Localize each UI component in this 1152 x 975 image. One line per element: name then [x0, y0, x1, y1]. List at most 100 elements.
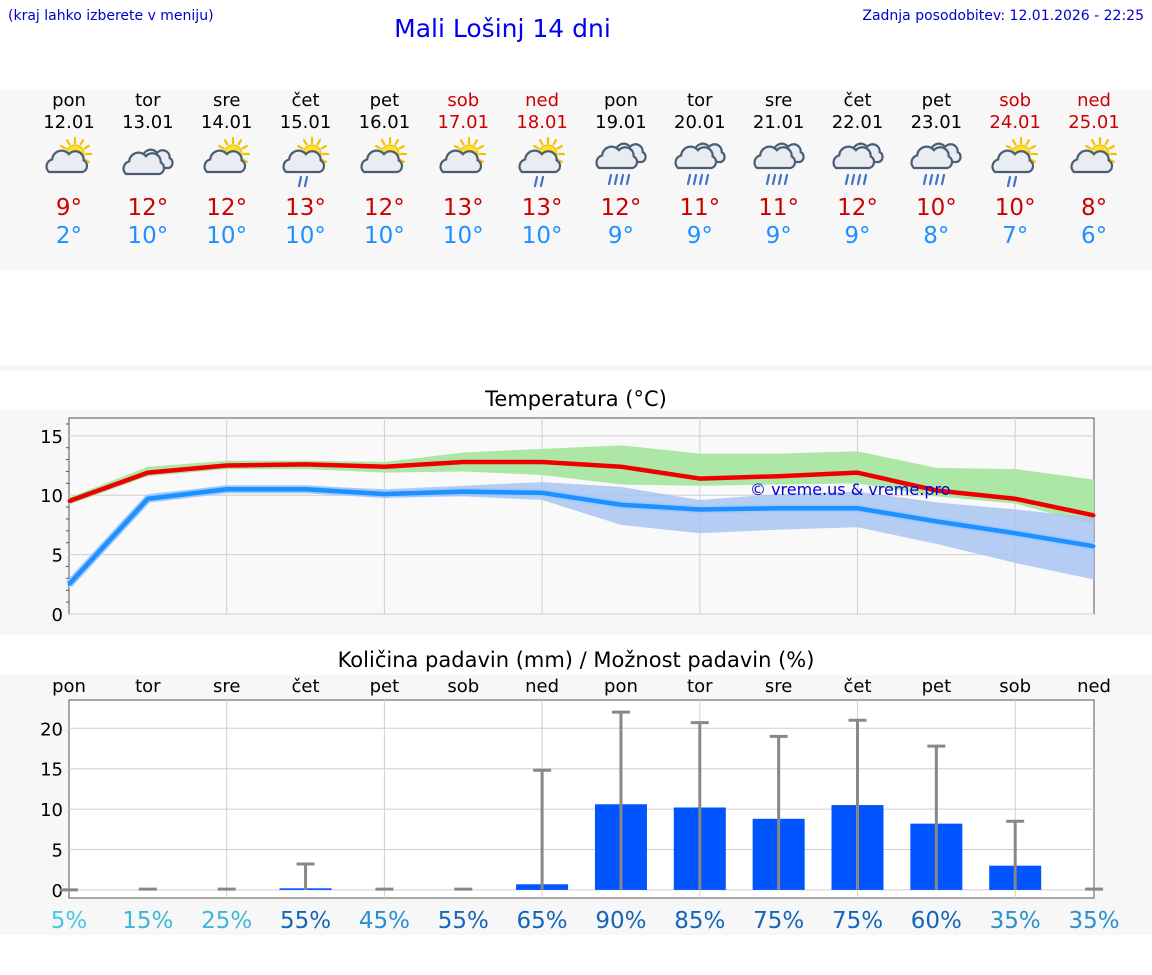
last-updated: Zadnja posodobitev: 12.01.2026 - 22:25: [862, 8, 1144, 24]
temperature-chart: 0 5 10 15 © vreme.us & vreme.pro: [40, 417, 1096, 626]
day-name: pon: [604, 90, 638, 111]
temp-min: 10°: [364, 223, 405, 249]
rain-drop: [303, 175, 308, 188]
forecast-day: pet 16.01 12° 10°: [345, 90, 423, 250]
rain-drop: [607, 173, 613, 186]
cloud-shape: [203, 149, 246, 174]
sun-ray: [241, 144, 248, 150]
weekday-label: sob: [999, 676, 1031, 697]
forecast-day: čet 15.01 13° 10°: [267, 90, 345, 250]
forecast-day: tor 13.01 12° 10°: [109, 90, 187, 250]
temp-min: 7°: [1002, 223, 1029, 249]
day-date: 17.01: [437, 112, 490, 133]
rain-drop: [533, 175, 539, 188]
min-temperature-line: [67, 487, 1095, 586]
temperature-chart-title: Temperatura (°C): [485, 387, 667, 411]
forecast-day: čet 22.01 12° 9°: [819, 90, 897, 250]
cloud-shape: [753, 145, 796, 170]
sun-ray: [477, 158, 485, 164]
sun-cloud-icon: [45, 136, 93, 174]
day-name: pet: [369, 90, 400, 111]
cloud-shape: [45, 149, 89, 174]
sun-ray: [473, 139, 479, 146]
max-point: [382, 465, 386, 469]
sun-ray: [65, 139, 71, 146]
temp-max: 9°: [55, 195, 83, 221]
sun-ray: [460, 139, 465, 146]
rain-drop: [539, 175, 545, 188]
max-point: [540, 460, 544, 464]
day-name: ned: [525, 90, 560, 111]
forecast-day: ned 18.01 13° 10°: [503, 90, 581, 250]
day-date: 12.01: [43, 112, 95, 133]
day-name: sob: [447, 90, 480, 111]
precip-probability: 65%: [517, 908, 568, 934]
temp-max: 8°: [1080, 195, 1108, 221]
sun-ray: [1029, 144, 1037, 150]
temp-max: 12°: [837, 195, 878, 221]
sun-ray: [1108, 158, 1116, 164]
min-point: [777, 506, 781, 510]
forecast-day: tor 20.01 11° 9°: [661, 90, 739, 250]
rain-drop: [777, 173, 782, 186]
rain-drop: [297, 175, 302, 188]
weekday-label: pon: [52, 676, 86, 697]
max-point: [856, 471, 859, 475]
temp-max: 13°: [521, 195, 563, 221]
rain-drop: [935, 173, 940, 186]
day-date: 21.01: [752, 112, 805, 133]
location-hint-link[interactable]: (kraj lahko izberete v meniju): [8, 8, 214, 24]
sun-ray: [556, 158, 564, 164]
sun-ray: [217, 144, 225, 150]
forecast-day: sre 21.01 11° 9°: [740, 90, 818, 250]
temp-min: 10°: [521, 223, 563, 249]
precip-probability: 55%: [438, 908, 489, 934]
page-title: Mali Lošinj 14 dni: [394, 14, 611, 43]
rain-drop: [844, 173, 849, 186]
min-point: [856, 506, 859, 510]
temp-max: 13°: [442, 195, 484, 221]
sun-ray: [1104, 139, 1110, 146]
forecast-day: sre 14.01 12° 10°: [188, 90, 266, 250]
weekday-label: sre: [765, 676, 792, 697]
rain-drop: [1007, 175, 1012, 188]
day-name: pon: [52, 90, 86, 111]
cloud-shape: [122, 151, 165, 176]
panel-gap: [0, 365, 1152, 371]
max-point: [461, 460, 465, 464]
sun-ray: [1012, 139, 1017, 146]
y-tick-label: 10: [40, 800, 63, 821]
sun-ray: [477, 144, 485, 150]
sun-ray: [79, 139, 85, 146]
weekday-label: sre: [213, 676, 240, 697]
y-tick-label: 0: [52, 881, 63, 902]
day-name: sob: [999, 90, 1032, 111]
day-name: sre: [212, 90, 241, 111]
rain-drop: [1013, 175, 1018, 188]
cloud-shape: [282, 149, 325, 174]
forecast-day: pon 19.01 12° 9°: [582, 90, 660, 250]
rain-drop: [765, 173, 770, 186]
temp-min: 10°: [442, 223, 484, 249]
weekday-label: ned: [1077, 676, 1111, 697]
precip-probability: 45%: [359, 908, 410, 934]
rain-drop: [698, 173, 703, 186]
cloud-rain-icon: [595, 142, 647, 186]
rain-drop: [941, 173, 946, 186]
sun-ray: [237, 139, 242, 146]
day-date: 13.01: [122, 112, 174, 133]
day-date: 22.01: [831, 112, 884, 133]
min-point: [934, 519, 938, 523]
sun-ray: [223, 139, 229, 146]
sun-cloud-rain-icon: [518, 136, 566, 188]
temp-min: 9°: [607, 223, 634, 249]
min-point: [698, 507, 702, 511]
precip-probability: 75%: [753, 908, 804, 934]
precip-probability: 85%: [674, 908, 725, 934]
min-point: [540, 491, 544, 495]
day-name: tor: [687, 90, 713, 111]
temp-min: 2°: [55, 223, 83, 249]
rain-drop: [862, 173, 867, 186]
temp-min: 10°: [206, 223, 248, 249]
day-date: 24.01: [989, 112, 1041, 133]
